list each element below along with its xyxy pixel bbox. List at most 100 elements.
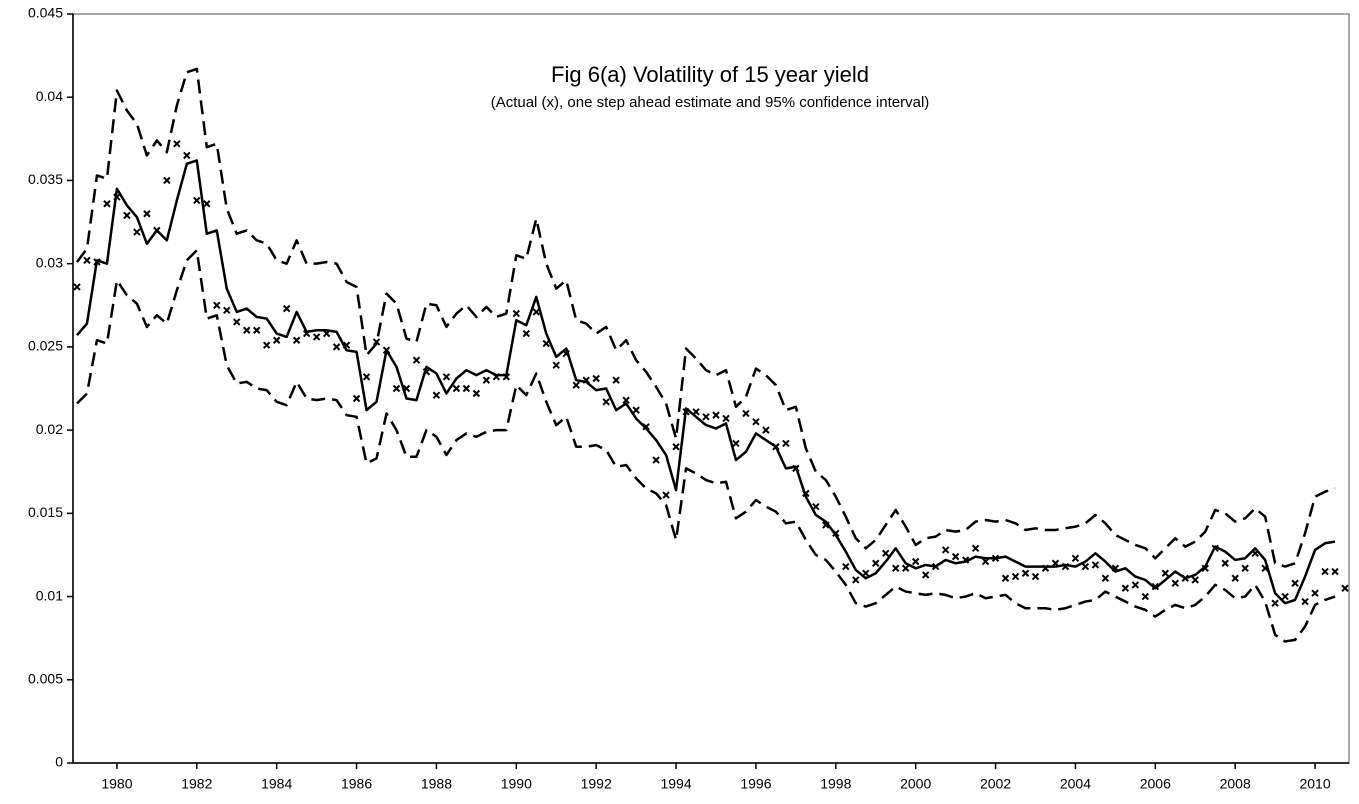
actual-marker — [812, 502, 820, 511]
y-tick-label: 0.025 — [28, 338, 63, 354]
x-tick-label: 1998 — [820, 776, 851, 792]
y-tick-label: 0.04 — [36, 88, 63, 104]
actual-marker — [1291, 579, 1299, 587]
x-tick-label: 1990 — [501, 776, 532, 792]
x-tick-label: 1994 — [660, 776, 691, 792]
actual-marker — [522, 329, 530, 338]
x-tick-label: 2010 — [1299, 776, 1330, 792]
actual-marker — [532, 308, 540, 316]
y-tick-label: 0.02 — [36, 421, 63, 437]
actual-marker — [1231, 574, 1239, 582]
confidence-line — [76, 249, 1336, 643]
x-tick-label: 2000 — [900, 776, 931, 792]
actual-marker — [901, 564, 910, 572]
x-tick-label: 1992 — [581, 776, 612, 792]
actual-marker — [1011, 572, 1020, 581]
actual-marker — [632, 406, 640, 414]
actual-marker — [782, 439, 790, 448]
actual-marker — [1101, 574, 1110, 582]
actual-marker — [83, 256, 91, 265]
actual-marker — [253, 326, 261, 334]
x-tick-label: 2004 — [1060, 776, 1091, 792]
actual-marker — [173, 140, 181, 148]
actual-marker — [951, 552, 960, 561]
x-tick-label: 1982 — [181, 776, 212, 792]
actual-marker — [123, 211, 131, 220]
actual-marker — [552, 361, 560, 369]
x-tick-label: 2006 — [1140, 776, 1171, 792]
plot-frame — [72, 13, 1350, 764]
confidence-line — [75, 67, 1336, 568]
actual-marker — [183, 151, 191, 160]
estimate-line — [76, 159, 1336, 605]
actual-marker — [262, 341, 271, 349]
actual-marker — [842, 562, 850, 571]
actual-marker — [133, 228, 141, 236]
actual-marker — [472, 389, 481, 398]
actual-marker — [143, 210, 151, 218]
actual-marker — [352, 394, 361, 403]
actual-marker — [203, 200, 211, 208]
actual-marker — [722, 414, 730, 423]
actual-marker — [213, 301, 221, 309]
actual-marker — [941, 546, 950, 554]
x-tick-label: 2008 — [1220, 776, 1251, 792]
actual-marker — [412, 356, 421, 364]
chart-title: Fig 6(a) Volatility of 15 year yield — [551, 62, 869, 87]
actual-marker — [1031, 572, 1040, 581]
actual-marker — [1191, 576, 1199, 584]
actual-marker — [432, 391, 441, 399]
actual-marker — [1271, 599, 1279, 607]
actual-marker — [1311, 589, 1319, 597]
y-tick-label: 0.035 — [28, 171, 63, 187]
actual-marker — [971, 544, 980, 552]
actual-marker — [592, 374, 600, 383]
actual-marker — [732, 439, 740, 448]
actual-marker — [762, 426, 770, 434]
actual-marker — [163, 176, 171, 185]
actual-marker — [1171, 579, 1179, 587]
y-tick-label: 0 — [55, 754, 63, 770]
x-tick-label: 1988 — [421, 776, 452, 792]
chart-subtitle: (Actual (x), one step ahead estimate and… — [491, 94, 930, 111]
actual-marker — [872, 559, 880, 567]
actual-marker — [622, 396, 630, 404]
actual-marker — [882, 549, 890, 557]
actual-marker — [892, 564, 900, 572]
y-tick-label: 0.015 — [28, 504, 63, 520]
actual-marker — [662, 491, 670, 499]
actual-marker — [652, 456, 660, 464]
actual-marker — [372, 338, 381, 346]
actual-marker — [1221, 559, 1229, 567]
actual-marker — [1321, 567, 1329, 576]
actual-marker — [712, 411, 720, 419]
actual-marker — [1151, 582, 1160, 591]
actual-marker — [1301, 597, 1309, 606]
actual-marker — [292, 336, 301, 344]
actual-marker — [243, 326, 251, 334]
actual-marker — [1021, 569, 1030, 577]
x-tick-label: 1996 — [740, 776, 771, 792]
x-tick-label: 1986 — [341, 776, 372, 792]
actual-marker — [852, 576, 860, 584]
actual-marker — [233, 318, 241, 326]
actual-marker — [921, 571, 930, 579]
y-tick-label: 0.03 — [36, 254, 63, 270]
actual-marker — [272, 336, 281, 344]
actual-marker — [223, 306, 231, 314]
actual-marker — [1201, 564, 1209, 572]
y-tick-label: 0.045 — [28, 5, 63, 21]
actual-marker — [362, 373, 371, 381]
x-tick-label: 1980 — [101, 776, 132, 792]
actual-marker — [742, 409, 750, 418]
actual-marker — [542, 339, 550, 348]
actual-marker — [482, 376, 491, 384]
actual-marker — [392, 384, 401, 393]
actual-marker — [612, 376, 620, 384]
x-tick-label: 2002 — [980, 776, 1011, 792]
actual-marker — [1241, 564, 1249, 572]
actual-marker — [1141, 592, 1150, 601]
actual-marker — [1131, 581, 1140, 589]
actual-marker — [332, 343, 341, 351]
actual-marker — [1121, 584, 1130, 592]
